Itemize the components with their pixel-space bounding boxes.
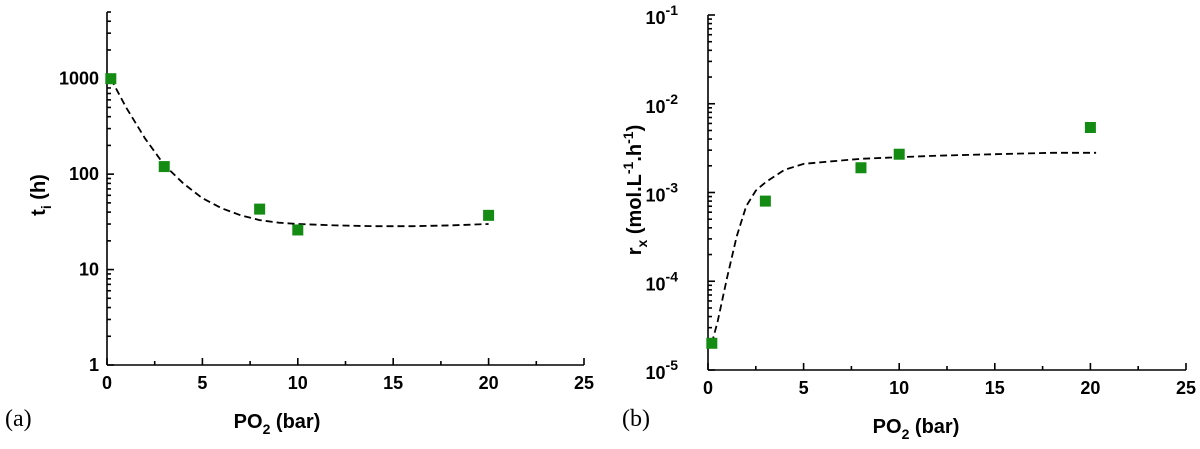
panel-b: (b) 0 5 10 15 20 25 10-5 10-4 10-3 10-2 10-1 PO2 (…	[620, 2, 1196, 442]
panel-b-y-tick-label: 10-4	[646, 268, 679, 294]
panel-a-data-point	[254, 203, 266, 215]
panel-b-label: (b)	[622, 406, 650, 432]
panel-b-x-tick-label: 15	[985, 378, 1005, 398]
panel-a-data-point	[292, 224, 304, 236]
panel-b-data-point	[893, 148, 905, 160]
panel-b-y-tick-label: 10-2	[646, 91, 679, 117]
panel-b-x-tick-label: 10	[889, 378, 909, 398]
panel-a-fit-curve	[110, 78, 489, 228]
panel-b-x-tick-label: 0	[703, 378, 713, 398]
panel-a-x-tick-label: 15	[383, 373, 403, 393]
panel-a-y-tick-label: 1000	[59, 69, 99, 89]
panel-b-y-tick-label: 10-3	[646, 180, 679, 206]
panel-a-x-tick-label: 25	[574, 373, 594, 393]
panel-a-x-tick-label: 5	[197, 373, 207, 393]
panel-a-x-tick-label: 0	[102, 373, 112, 393]
panel-b-x-tick-label: 25	[1176, 378, 1196, 398]
panel-a-label: (a)	[5, 406, 32, 432]
panel-b-x-tick-label: 5	[799, 378, 809, 398]
panel-b-x-axis-label: PO2 (bar)	[873, 416, 960, 442]
panel-b-x-tick-label: 20	[1080, 378, 1100, 398]
panel-a-y-axis-label: ti (h)	[28, 174, 54, 216]
panel-b-y-axis-label: rx (mol.L-1.h-1)	[620, 125, 650, 256]
panel-a-x-axis-label: PO2 (bar)	[234, 411, 321, 437]
panel-b-data-point	[855, 162, 867, 174]
panel-b-y-tick-label: 10-1	[646, 2, 679, 28]
panel-b-fit-curve	[710, 151, 1097, 344]
panel-a-y-tick-label: 10	[79, 260, 99, 280]
panel-b-data-point	[706, 337, 718, 349]
panel-a: (a) 0 5 10 15 20 25 1 10 100 1000 PO2 (bar) ti (h…	[5, 11, 594, 437]
panel-a-data-point	[158, 161, 170, 173]
panel-a-data-point	[105, 73, 117, 85]
panel-b-data-point	[759, 195, 771, 207]
panel-a-x-tick-label: 20	[479, 373, 499, 393]
panel-a-data-point	[483, 209, 495, 221]
panel-b-y-tick-label: 10-5	[646, 357, 679, 383]
panel-a-x-tick-label: 10	[288, 373, 308, 393]
panel-a-y-tick-label: 1	[89, 355, 99, 375]
panel-b-data-point	[1084, 122, 1096, 134]
panel-a-y-tick-label: 100	[69, 164, 99, 184]
